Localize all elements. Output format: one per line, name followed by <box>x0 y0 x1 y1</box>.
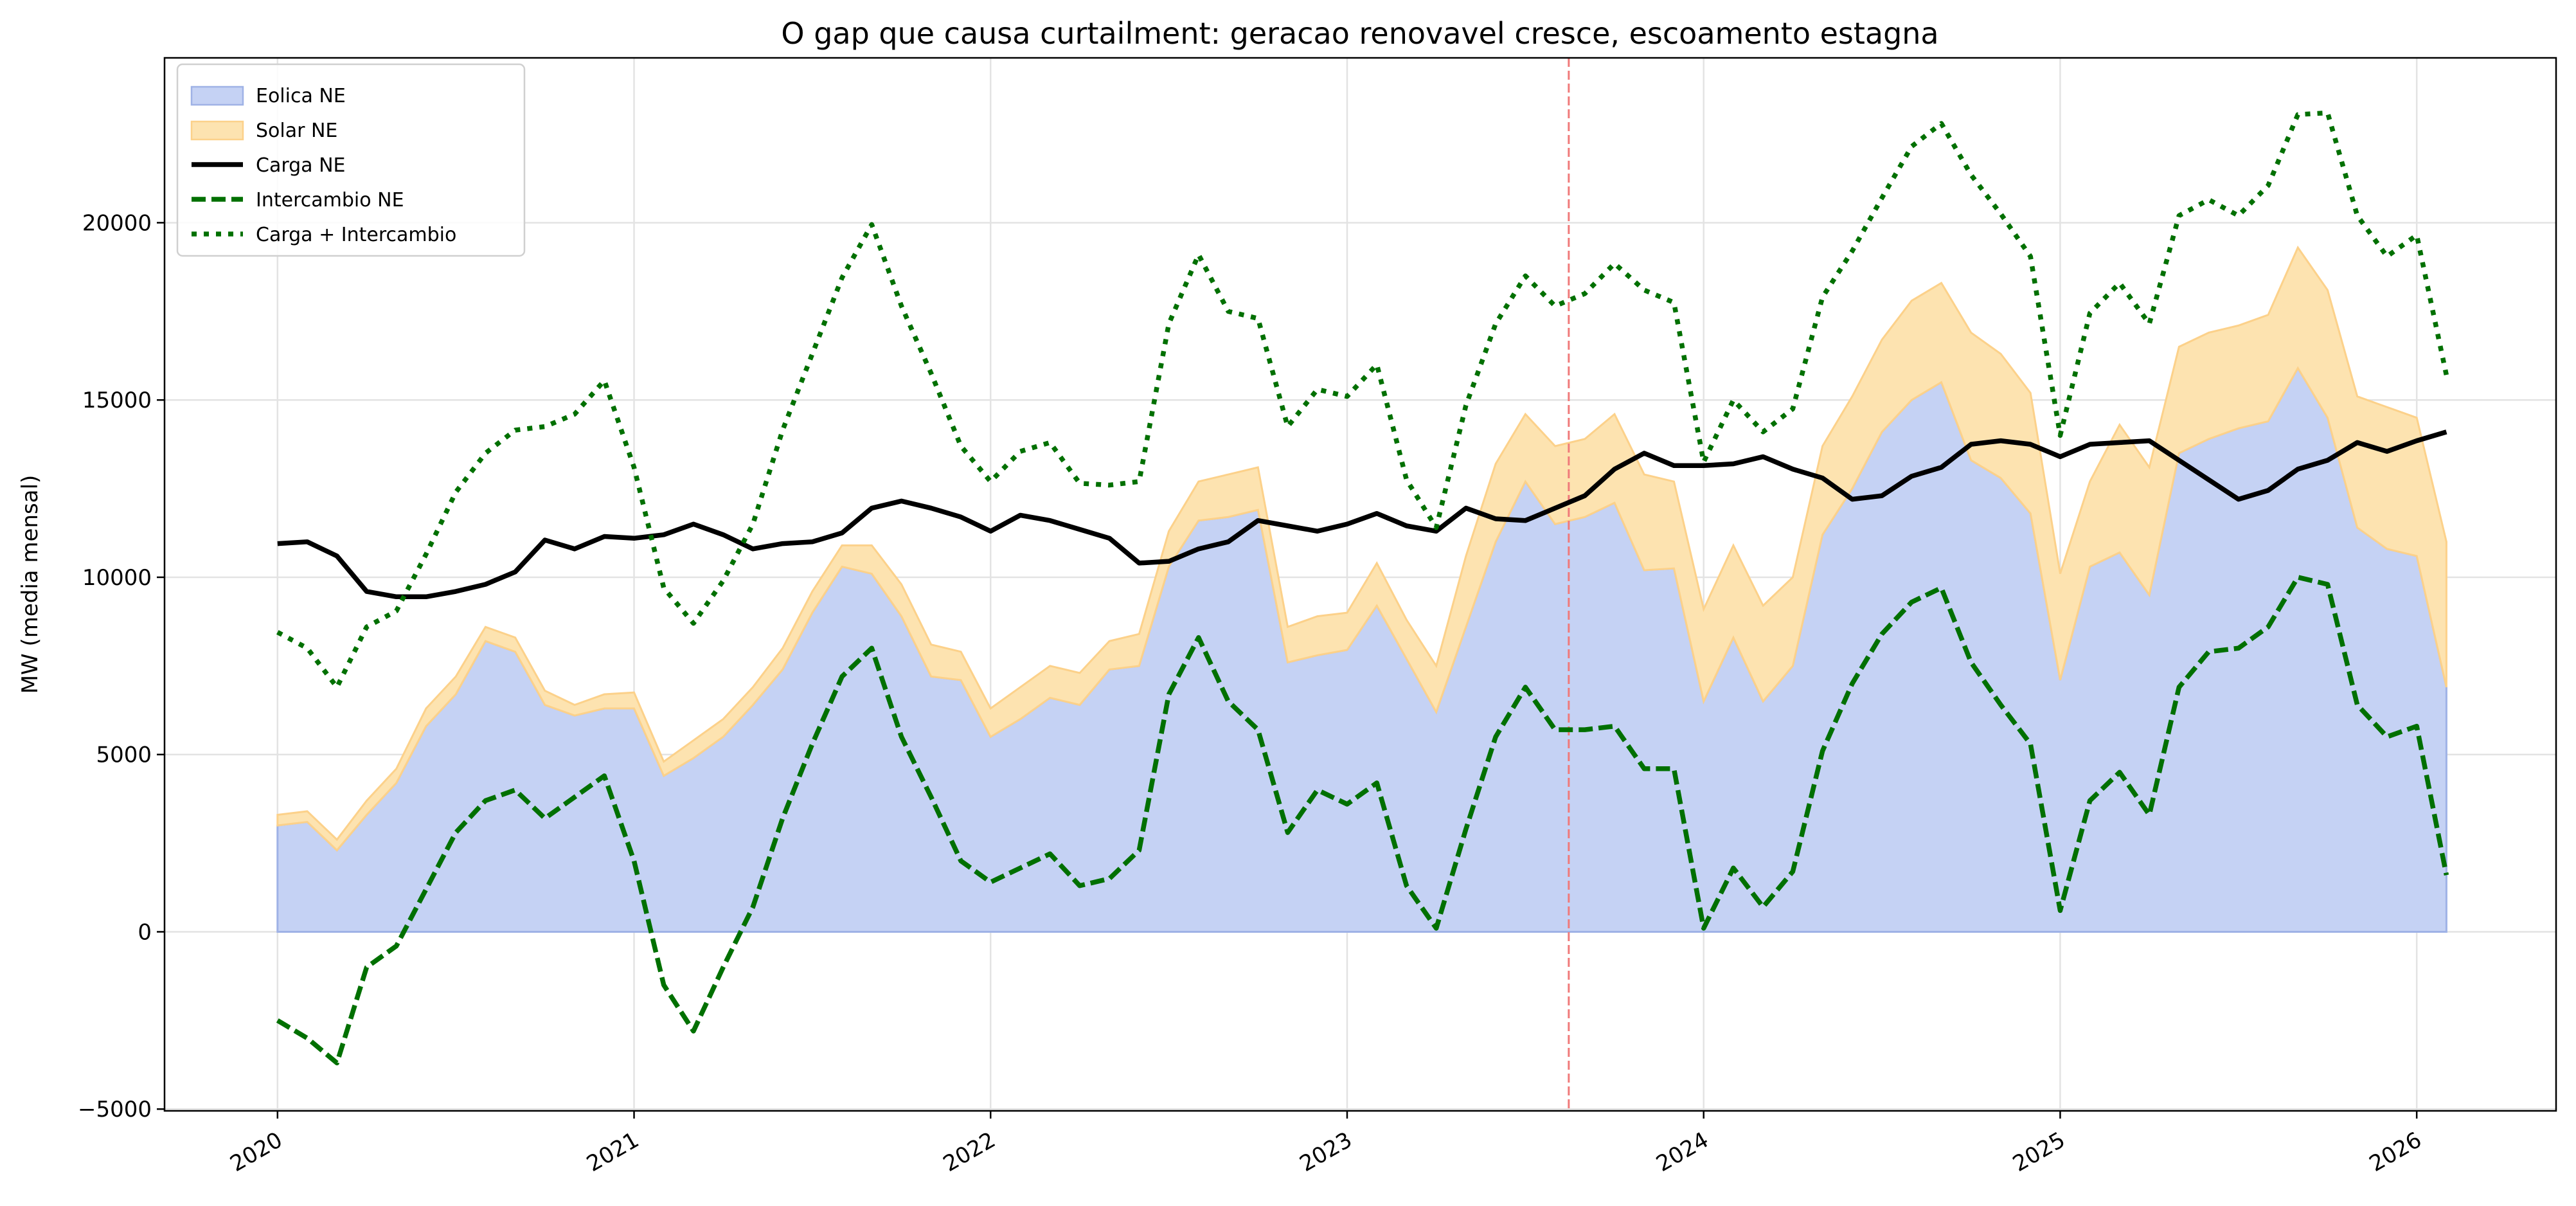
x-tick-label: 2023 <box>1296 1127 1357 1177</box>
y-tick-label: 0 <box>138 919 152 945</box>
legend-label: Intercambio NE <box>256 189 404 212</box>
area-solar-ne <box>276 246 2447 852</box>
chart-title: O gap que causa curtailment: geracao ren… <box>781 16 1938 51</box>
legend-label: Carga + Intercambio <box>256 224 456 246</box>
legend-swatch <box>190 86 244 106</box>
x-axis: 2020 2021 2022 2023 2024 2025 2026 <box>226 1111 2426 1177</box>
y-tick-label: 15000 <box>82 388 152 413</box>
series-lines <box>276 110 2449 1066</box>
y-tick-label: 20000 <box>82 210 152 236</box>
y-tick-label: 5000 <box>96 742 152 768</box>
legend-swatch <box>190 120 244 141</box>
x-tick-label: 2020 <box>226 1127 287 1177</box>
legend-box <box>176 63 526 257</box>
line-carga-ne <box>277 429 2447 600</box>
line-intercambio-ne <box>276 575 2449 1066</box>
y-axis-label: MW (media mensal) <box>17 475 43 694</box>
y-tick-label: −5000 <box>78 1097 152 1122</box>
x-tick-label: 2021 <box>582 1127 643 1177</box>
stacked-areas <box>276 246 2447 933</box>
y-tick-label: 10000 <box>82 565 152 591</box>
legend: Eolica NE Solar NE Carga NE Intercambio NE C… <box>176 63 526 257</box>
x-tick-label: 2025 <box>2008 1127 2070 1177</box>
legend-label: Carga NE <box>256 154 346 177</box>
x-tick-label: 2022 <box>939 1127 1000 1177</box>
x-tick-label: 2024 <box>1652 1127 1713 1177</box>
x-tick-label: 2026 <box>2365 1127 2426 1177</box>
y-axis: −5000 0 5000 10000 15000 20000 <box>78 210 165 1122</box>
legend-label: Solar NE <box>256 120 337 142</box>
legend-label: Eolica NE <box>256 85 346 107</box>
plot-frame <box>163 57 2557 1112</box>
